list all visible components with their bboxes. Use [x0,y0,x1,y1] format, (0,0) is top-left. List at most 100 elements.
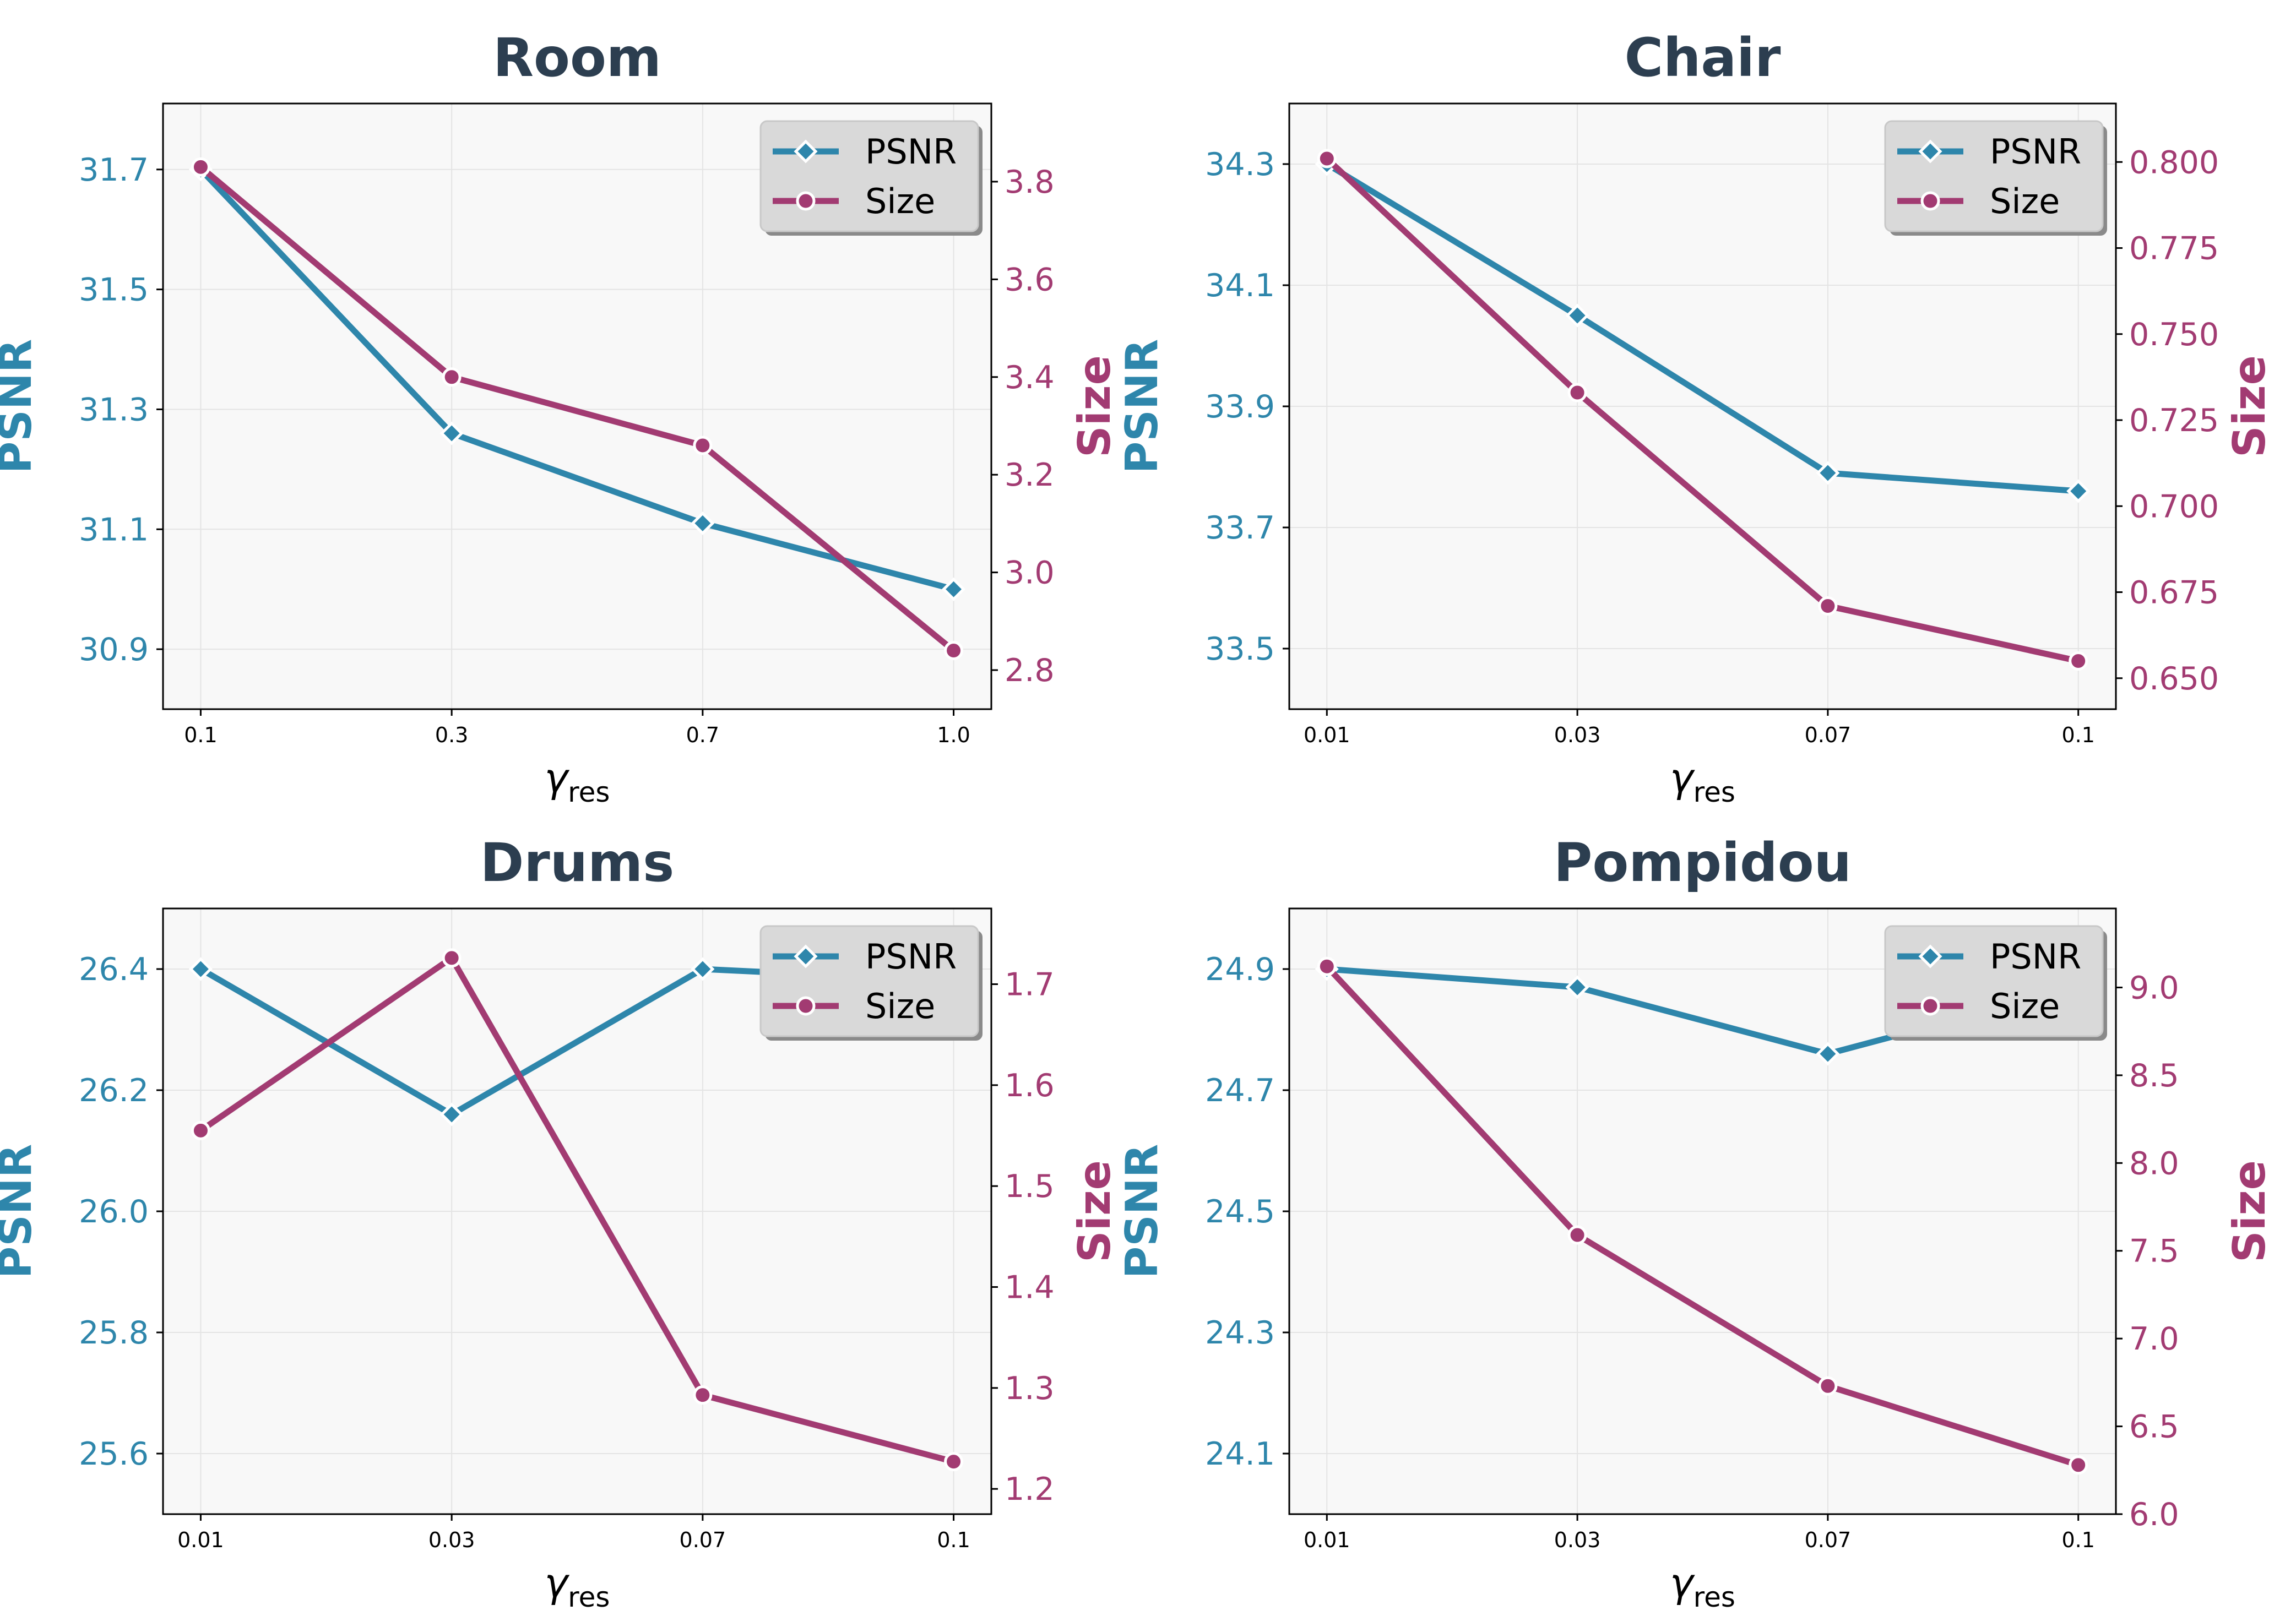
series-line-size [1323,155,2082,664]
y-left-tick-label: 30.9 [79,632,149,668]
data-point-psnr [439,1102,464,1127]
x-axis-symbol: γ [545,755,570,801]
legend: PSNR Size [759,925,983,1041]
y-right-tick-label: 1.7 [1005,967,1055,1003]
data-point-psnr [1565,303,1589,328]
y-right-tick-label: 1.3 [1005,1370,1055,1407]
y-right-tick-label: 0.650 [2129,661,2219,697]
x-axis-symbol: γ [1670,1560,1695,1606]
data-point-size [693,1385,713,1405]
data-point-size [2069,1455,2088,1475]
legend-label-size: Size [865,181,935,221]
x-tick-label: 0.07 [1805,723,1852,747]
y-right-tick-label: 0.725 [2129,402,2219,439]
y-left-tick-label: 31.7 [79,152,149,188]
data-point-psnr [691,511,715,535]
y-left-tick-label: 24.5 [1205,1194,1275,1230]
data-point-psnr [2066,479,2091,503]
y-right-tick-label: 0.675 [2129,575,2219,611]
chart-title: Chair [1625,27,1781,89]
data-point-size [693,436,713,455]
y-left-tick-label: 31.1 [79,512,149,548]
y-right-tick-label: 3.6 [1005,262,1055,298]
y-left-tick-label: 34.3 [1205,146,1275,183]
y-left-tick-label: 26.4 [79,951,149,988]
data-point-size [944,1452,964,1472]
x-tick-label: 0.07 [680,1528,726,1552]
data-point-psnr [1816,461,1840,485]
y-right-tick-label: 1.2 [1005,1471,1055,1508]
x-tick-label: 0.1 [937,1528,970,1552]
data-point-size [1818,596,1838,616]
legend-label-psnr: PSNR [1990,937,2081,977]
y-right-tick-label: 7.5 [2129,1233,2179,1270]
data-point-size [1818,1376,1838,1396]
y-axis-label-right: Size [1069,355,1120,458]
x-tick-label: 0.1 [2061,1528,2094,1552]
panel-drums: 0.01 0.03 0.07 0.1 25.6 25.8 26.0 26.2 26.4 1.2 1.… [0,832,1120,1613]
y-axis-label-right: Size [1069,1160,1120,1263]
panel-room: 0.1 0.3 0.7 1.0 30.9 31.1 31.3 31.5 31.7 2.8 3.0 3.… [0,27,1120,808]
legend-marker-size [796,191,816,211]
legend: PSNR Size [1884,925,2107,1041]
x-tick-label: 0.03 [1554,723,1601,747]
data-point-size [191,157,210,177]
x-axis-subscript: res [568,776,610,808]
plot-frame [162,102,992,710]
legend-marker-psnr [1918,944,1942,968]
y-right-tick-label: 0.800 [2129,144,2219,181]
y-left-tick-label: 31.5 [79,272,149,308]
data-point-size [1317,149,1337,168]
data-point-size [2069,651,2088,671]
legend-marker-size [796,996,816,1016]
x-tick-label: 1.0 [937,723,970,747]
x-tick-label: 0.01 [1304,1528,1350,1552]
series-line-size [197,164,957,654]
data-point-size [442,367,462,387]
y-right-tick-label: 7.0 [2129,1321,2179,1357]
y-left-tick-label: 24.1 [1205,1436,1275,1472]
x-tick-label: 0.01 [177,1528,224,1552]
x-axis-label: γres [1670,1560,1735,1613]
y-right-tick-label: 0.775 [2129,231,2219,267]
y-right-tick-label: 6.5 [2129,1409,2179,1445]
chart-title: Room [493,27,661,89]
legend-marker-psnr [1918,139,1942,164]
y-left-tick-label: 26.2 [79,1073,149,1109]
x-axis-symbol: γ [1670,755,1695,801]
y-right-tick-label: 3.0 [1005,555,1055,591]
series-line-psnr [197,166,957,592]
legend: PSNR Size [1884,120,2107,236]
y-right-tick-label: 3.2 [1005,457,1055,493]
x-axis-symbol: γ [545,1560,570,1606]
y-right-tick-label: 9.0 [2129,970,2179,1006]
x-tick-label: 0.01 [1304,723,1350,747]
y-right-tick-label: 0.700 [2129,488,2219,525]
y-left-tick-label: 26.0 [79,1194,149,1230]
y-right-tick-label: 8.0 [2129,1145,2179,1182]
data-point-size [1317,956,1337,976]
data-point-size [1567,383,1587,402]
x-tick-label: 0.7 [686,723,719,747]
legend-marker-psnr [794,139,818,164]
series-line-size [197,955,957,1465]
legend-marker-size [1920,191,1940,211]
y-right-tick-label: 1.6 [1005,1068,1055,1104]
legend-label-size: Size [1990,181,2060,221]
x-axis-subscript: res [1693,1581,1735,1613]
data-point-psnr [1816,1042,1840,1066]
y-left-tick-label: 33.9 [1205,389,1275,425]
data-point-psnr [439,421,464,445]
y-axis-label-left: PSNR [0,339,41,474]
y-right-tick-label: 6.0 [2129,1497,2179,1533]
x-axis-label: γres [545,1560,610,1613]
x-tick-label: 0.3 [435,723,468,747]
y-left-tick-label: 24.9 [1205,951,1275,988]
data-point-size [944,641,964,661]
y-right-tick-label: 3.8 [1005,164,1055,200]
legend-label-size: Size [865,986,935,1026]
y-left-tick-label: 31.3 [79,391,149,428]
x-axis-subscript: res [568,1581,610,1613]
x-tick-label: 0.03 [428,1528,475,1552]
